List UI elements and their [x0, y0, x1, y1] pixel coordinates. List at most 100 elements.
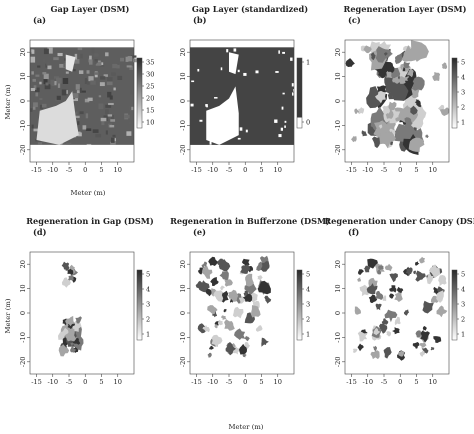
canopy-texture	[61, 89, 67, 96]
regeneration-patch	[379, 131, 396, 149]
canopy-texture	[84, 78, 87, 84]
canopy-texture	[39, 98, 43, 101]
gap-speck	[226, 49, 229, 53]
canopy-texture	[107, 114, 113, 117]
regeneration-patch	[203, 261, 208, 267]
panels-group: Gap Layer (DSM)(a)-15 -10 -5 0 5 1020100-10-2…	[19, 4, 474, 386]
gap-speck	[281, 106, 284, 110]
regeneration-patch	[75, 316, 82, 324]
regeneration-patch	[375, 290, 384, 300]
colorbar-label: 4	[306, 285, 310, 293]
canopy-texture	[98, 103, 104, 110]
canopy-texture	[87, 97, 93, 102]
colorbar-label: 1	[146, 330, 150, 338]
canopy-texture	[111, 111, 114, 116]
colorbar-label: 4	[461, 73, 465, 81]
canopy-texture	[105, 130, 108, 135]
colorbar	[296, 269, 303, 341]
gap-speck	[205, 104, 208, 107]
canopy-texture	[91, 47, 95, 54]
regeneration-patch	[392, 327, 400, 335]
x-tick-label: -5	[381, 378, 387, 386]
canopy-texture	[106, 77, 113, 82]
y-tick-label: -10	[334, 120, 342, 131]
regeneration-patch	[400, 63, 405, 69]
panel-tag: (b)	[193, 15, 207, 25]
canopy-texture	[124, 114, 130, 119]
canopy-texture	[116, 64, 120, 69]
canopy-texture	[85, 113, 89, 119]
regeneration-patch	[388, 101, 397, 112]
regeneration-patch	[255, 325, 263, 332]
regeneration-patch	[218, 319, 223, 326]
canopy-texture	[92, 129, 99, 133]
regeneration-patch	[244, 335, 250, 342]
y-tick-label: 20	[19, 48, 27, 56]
canopy-texture	[35, 74, 40, 77]
regeneration-patch	[436, 290, 444, 303]
gap-speck	[274, 119, 278, 123]
canopy-texture	[50, 79, 55, 86]
gap-speck	[290, 57, 293, 61]
canopy-texture	[55, 77, 62, 84]
canopy-texture	[84, 98, 90, 103]
regeneration-patch	[234, 328, 246, 340]
colorbar-label: 2	[306, 315, 310, 323]
x-tick-label: 0	[398, 166, 402, 174]
canopy-texture	[94, 59, 98, 63]
regeneration-patch	[428, 264, 441, 278]
panel-tag: (a)	[33, 15, 46, 25]
gap-speck	[206, 105, 208, 108]
canopy-texture	[129, 65, 134, 70]
canopy-texture	[65, 71, 69, 74]
colorbar-label: 10	[146, 118, 154, 126]
regeneration-patch	[420, 330, 430, 343]
regeneration-patch	[214, 324, 218, 329]
canopy-texture	[74, 115, 80, 119]
canopy-texture	[74, 53, 78, 60]
regeneration-patch	[201, 265, 213, 279]
regeneration-patch	[389, 83, 409, 101]
canopy-texture	[47, 47, 53, 54]
regeneration-patch	[426, 275, 432, 281]
regeneration-patch	[242, 353, 247, 358]
regeneration-patch	[405, 267, 413, 276]
x-tick-label: 10	[274, 378, 282, 386]
x-tick-label: 0	[243, 166, 247, 174]
canopy-texture	[41, 103, 47, 108]
canopy-texture	[59, 63, 66, 68]
regeneration-patch	[208, 256, 218, 266]
regeneration-patch	[357, 343, 364, 352]
y-tick-label: 0	[19, 99, 27, 103]
canopy-texture	[34, 87, 40, 93]
regeneration-patch	[354, 306, 361, 315]
canopy-texture	[80, 53, 83, 59]
colorbar-label: 2	[146, 315, 150, 323]
gap-speck	[237, 69, 240, 73]
colorbar-label: 1	[306, 330, 310, 338]
canopy-texture	[117, 75, 123, 80]
canopy-texture	[37, 142, 43, 147]
regeneration-patch	[223, 308, 227, 313]
colorbar-label: 3	[461, 88, 465, 96]
x-tick-label: -15	[346, 378, 357, 386]
regeneration-patch	[197, 323, 206, 334]
panel-tag: (d)	[33, 227, 47, 237]
colorbar-label: 5	[306, 270, 310, 278]
y-tick-label: -20	[179, 356, 187, 367]
regeneration-patch	[401, 45, 417, 62]
regeneration-patch	[67, 268, 74, 275]
regeneration-patch	[68, 275, 74, 282]
canopy-texture	[111, 137, 115, 143]
colorbar	[451, 269, 458, 341]
canopy-texture	[88, 76, 94, 82]
regeneration-patch	[202, 324, 210, 332]
regeneration-patch	[361, 130, 368, 137]
canopy-texture	[94, 61, 97, 65]
regeneration-patch	[413, 270, 416, 275]
gap-speck	[280, 127, 283, 131]
regeneration-patch	[243, 290, 248, 296]
gap-area	[36, 91, 79, 145]
gap-speck	[199, 119, 203, 122]
colorbar-label: 1	[461, 118, 465, 126]
